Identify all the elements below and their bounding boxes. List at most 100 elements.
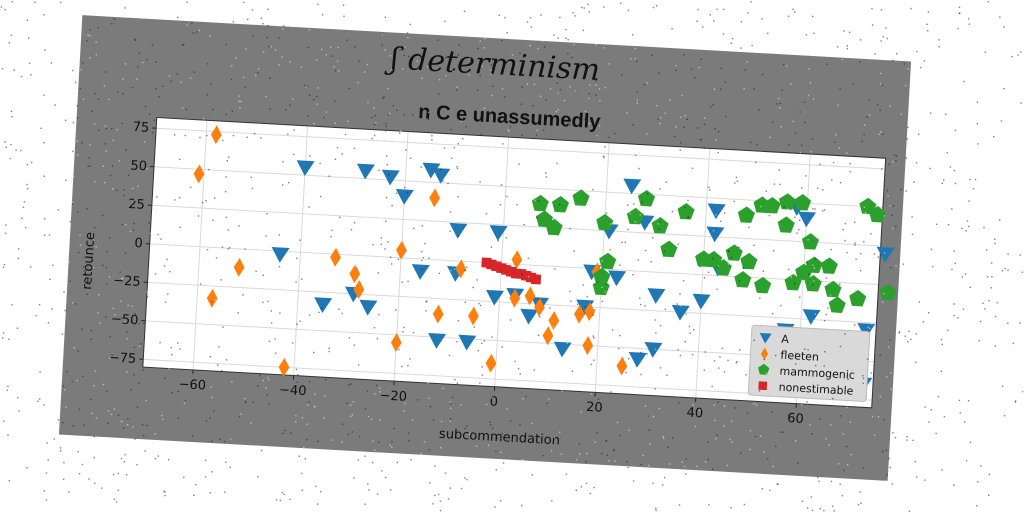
noise-dot — [1006, 368, 1007, 369]
noise-dot — [967, 220, 968, 221]
noise-dot — [910, 339, 911, 340]
noise-dot — [241, 493, 242, 494]
noise-dot — [94, 460, 95, 461]
noise-dot — [990, 269, 991, 270]
noise-dot — [38, 381, 39, 382]
noise-dot — [55, 137, 56, 138]
noise-dot — [945, 188, 946, 189]
noise-dot — [320, 491, 321, 492]
noise-dot — [953, 485, 954, 486]
noise-dot — [1017, 54, 1018, 55]
noise-dot — [168, 459, 169, 460]
noise-dot — [887, 38, 888, 39]
noise-dot — [892, 483, 893, 484]
noise-dot — [382, 504, 383, 505]
noise-dot — [915, 460, 916, 461]
noise-dot — [531, 17, 532, 18]
noise-dot — [48, 322, 49, 323]
noise-dot — [970, 442, 971, 443]
noise-dot — [164, 495, 165, 496]
noise-dot — [139, 495, 140, 496]
noise-dot — [761, 18, 762, 19]
noise-dot — [477, 15, 478, 16]
noise-dot — [94, 483, 95, 484]
noise-dot — [733, 26, 734, 27]
noise-dot — [34, 2, 35, 3]
noise-dot — [527, 21, 528, 22]
noise-dot — [368, 489, 369, 490]
noise-dot — [973, 188, 974, 189]
noise-dot — [243, 2, 244, 3]
noise-dot — [398, 478, 399, 479]
noise-dot — [581, 486, 582, 487]
noise-dot — [65, 257, 66, 258]
noise-dot — [947, 225, 948, 226]
noise-dot — [936, 114, 937, 115]
noise-dot — [698, 9, 699, 10]
noise-dot — [1020, 102, 1021, 103]
noise-dot — [996, 239, 997, 240]
noise-dot — [21, 177, 22, 178]
noise-dot — [861, 9, 862, 10]
noise-dot — [302, 467, 303, 468]
noise-dot — [916, 162, 917, 163]
noise-dot — [624, 19, 625, 20]
noise-dot — [556, 9, 557, 10]
noise-dot — [1007, 323, 1008, 324]
noise-dot — [440, 510, 441, 511]
noise-dot — [1015, 408, 1016, 409]
noise-dot — [991, 262, 992, 263]
noise-dot — [141, 16, 142, 17]
noise-dot — [100, 442, 101, 443]
noise-dot — [1, 6, 2, 7]
noise-dot — [928, 11, 929, 12]
noise-dot — [252, 482, 253, 483]
noise-dot — [456, 481, 457, 482]
noise-dot — [210, 492, 211, 493]
noise-dot — [920, 110, 921, 111]
noise-dot — [874, 53, 875, 54]
noise-dot — [941, 339, 942, 340]
noise-dot — [860, 503, 861, 504]
noise-dot — [942, 336, 943, 337]
noise-dot — [284, 494, 285, 495]
legend: Afleetenmammogenicnonestimable — [748, 325, 870, 401]
noise-dot — [977, 103, 978, 104]
noise-dot — [938, 396, 939, 397]
noise-dot — [18, 410, 19, 411]
noise-dot — [957, 154, 958, 155]
noise-dot — [987, 214, 988, 215]
noise-dot — [464, 477, 465, 478]
noise-dot — [744, 504, 745, 505]
noise-dot — [56, 348, 57, 349]
noise-dot — [1002, 386, 1003, 387]
noise-dot — [75, 82, 76, 83]
noise-dot — [618, 4, 619, 5]
noise-dot — [380, 22, 381, 23]
noise-dot — [44, 235, 45, 236]
noise-dot — [982, 452, 983, 453]
noise-dot — [887, 486, 888, 487]
noise-dot — [499, 15, 500, 16]
noise-dot — [938, 83, 939, 84]
noise-dot — [27, 20, 28, 21]
noise-dot — [948, 224, 949, 225]
noise-dot — [54, 438, 55, 439]
noise-dot — [9, 375, 10, 376]
noise-dot — [925, 155, 926, 156]
noise-dot — [685, 473, 686, 474]
noise-dot — [5, 224, 6, 225]
noise-dot — [908, 331, 909, 332]
noise-dot — [540, 14, 541, 15]
noise-dot — [1001, 376, 1002, 377]
noise-dot — [494, 506, 495, 507]
noise-dot — [48, 460, 49, 461]
noise-dot — [574, 27, 575, 28]
noise-dot — [899, 332, 900, 333]
noise-dot — [603, 6, 604, 7]
noise-dot — [11, 304, 12, 305]
noise-dot — [695, 475, 696, 476]
noise-dot — [1015, 401, 1016, 402]
noise-dot — [847, 48, 848, 49]
noise-dot — [943, 179, 944, 180]
